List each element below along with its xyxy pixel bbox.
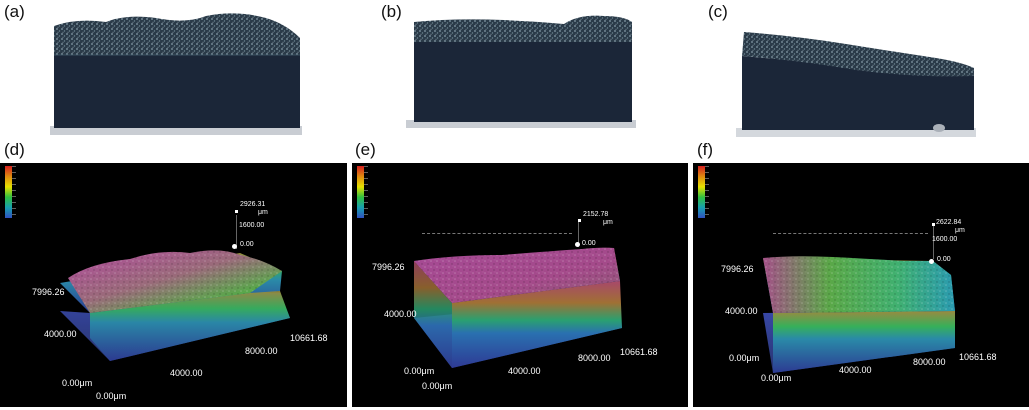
x-mid1-label-e: 8000.00 — [578, 353, 611, 363]
max-height-value-d: 2926.31 — [240, 201, 266, 208]
x-extent-label-e: 10661.68 — [620, 347, 658, 357]
label-a: (a) — [4, 2, 25, 21]
surface-render-f — [763, 256, 955, 373]
origin-x-label-d: 0.00μm — [96, 391, 127, 401]
x-mid1-label-f: 8000.00 — [913, 357, 946, 367]
sample-photo-a — [50, 13, 302, 135]
zero-height-value-d: 0.00 — [240, 241, 254, 248]
x-mid2-label-f: 4000.00 — [839, 365, 872, 375]
label-e: (e) — [355, 140, 376, 159]
unit-d: μm — [258, 209, 268, 216]
y-mid-label-d: 4000.00 — [44, 329, 77, 339]
y-mid-label-f: 4000.00 — [725, 306, 758, 316]
max-height-value-f: 2622.84 — [936, 219, 962, 226]
x-mid1-label-d: 8000.00 — [245, 346, 278, 356]
origin-y-label-e: 0.00μm — [404, 366, 435, 376]
color-scale-bar — [5, 166, 12, 218]
origin-x-label-f: 0.00μm — [761, 373, 792, 383]
label-d: (d) — [4, 140, 25, 159]
y-extent-label-f: 7996.26 — [721, 264, 754, 274]
surface-render-e — [414, 247, 622, 368]
surface-render-d — [60, 250, 290, 361]
profile-panel-d: 2926.31 μm 1600.00 0.00 7996.26 4000.00 … — [0, 163, 347, 407]
profile-panel-e: 2152.78 μm 0.00 7996.26 4000.00 10661.68… — [352, 163, 688, 407]
color-scale-bar — [357, 166, 364, 218]
color-scale-bar — [698, 166, 705, 218]
origin-y-label-d: 0.00μm — [62, 378, 93, 388]
y-extent-label-d: 7996.26 — [32, 287, 65, 297]
x-extent-label-f: 10661.68 — [959, 352, 997, 362]
x-mid2-label-e: 4000.00 — [508, 366, 541, 376]
x-mid2-label-d: 4000.00 — [170, 368, 203, 378]
origin-x-label-e: 0.00μm — [422, 381, 453, 391]
sample-photo-c — [736, 32, 976, 137]
origin-y-label-f: 0.00μm — [729, 353, 760, 363]
zero-height-value-e: 0.00 — [582, 240, 596, 247]
sample-photo-b — [406, 15, 636, 128]
label-f: (f) — [697, 140, 714, 159]
unit-e: μm — [603, 219, 613, 226]
zero-height-value-f: 0.00 — [937, 256, 951, 263]
mid-height-value-f: 1600.00 — [932, 236, 958, 243]
y-extent-label-e: 7996.26 — [372, 262, 405, 272]
unit-f: μm — [955, 227, 965, 234]
profile-panel-f: 2622.84 μm 1600.00 0.00 7996.26 4000.00 … — [693, 163, 1029, 407]
label-b: (b) — [381, 2, 402, 21]
x-extent-label-d: 10661.68 — [290, 333, 328, 343]
mid-height-value-d: 1600.00 — [239, 222, 265, 229]
max-height-value-e: 2152.78 — [583, 211, 609, 218]
label-c: (c) — [708, 2, 728, 21]
y-mid-label-e: 4000.00 — [384, 309, 417, 319]
